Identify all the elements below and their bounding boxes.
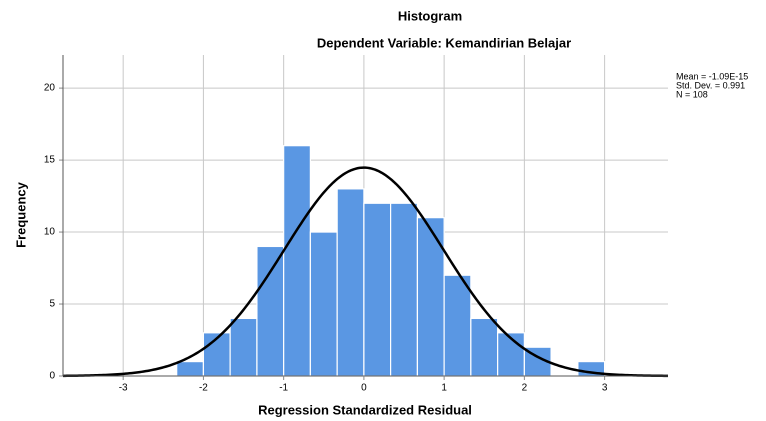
y-tick-label: 5 (49, 299, 55, 310)
x-tick-label: 3 (602, 383, 608, 394)
y-tick-label: 20 (44, 83, 56, 94)
bar (229, 317, 258, 377)
stat-label: Std. Dev. = 0.991 (676, 80, 745, 90)
bar (256, 245, 285, 377)
x-tick-label: 2 (522, 383, 528, 394)
x-tick-label: -3 (119, 383, 128, 394)
bar (283, 145, 311, 377)
stat-label: Mean = -1.09E-15 (676, 71, 748, 81)
normal-curve (62, 166, 669, 378)
chart-subtitle: Dependent Variable: Kemandirian Belajar (317, 35, 571, 50)
y-tick-label: 0 (49, 371, 55, 382)
x-tick-label: 1 (441, 383, 447, 394)
x-tick-label: -1 (279, 383, 288, 394)
x-axis-label: Regression Standardized Residual (258, 402, 472, 417)
bar (336, 188, 365, 377)
x-tick-label: 0 (361, 383, 367, 394)
y-tick-label: 15 (44, 155, 56, 166)
bar (309, 231, 338, 377)
bar (176, 361, 205, 377)
y-tick-label: 10 (44, 227, 56, 238)
chart-title: Histogram (398, 8, 462, 23)
bar (470, 317, 499, 377)
bar (443, 274, 472, 377)
y-axis-label: Frequency (13, 181, 28, 248)
bar (363, 202, 392, 377)
bar (416, 217, 445, 377)
x-tick-label: -2 (199, 383, 208, 394)
bar (390, 202, 419, 377)
stat-label: N = 108 (676, 89, 708, 99)
